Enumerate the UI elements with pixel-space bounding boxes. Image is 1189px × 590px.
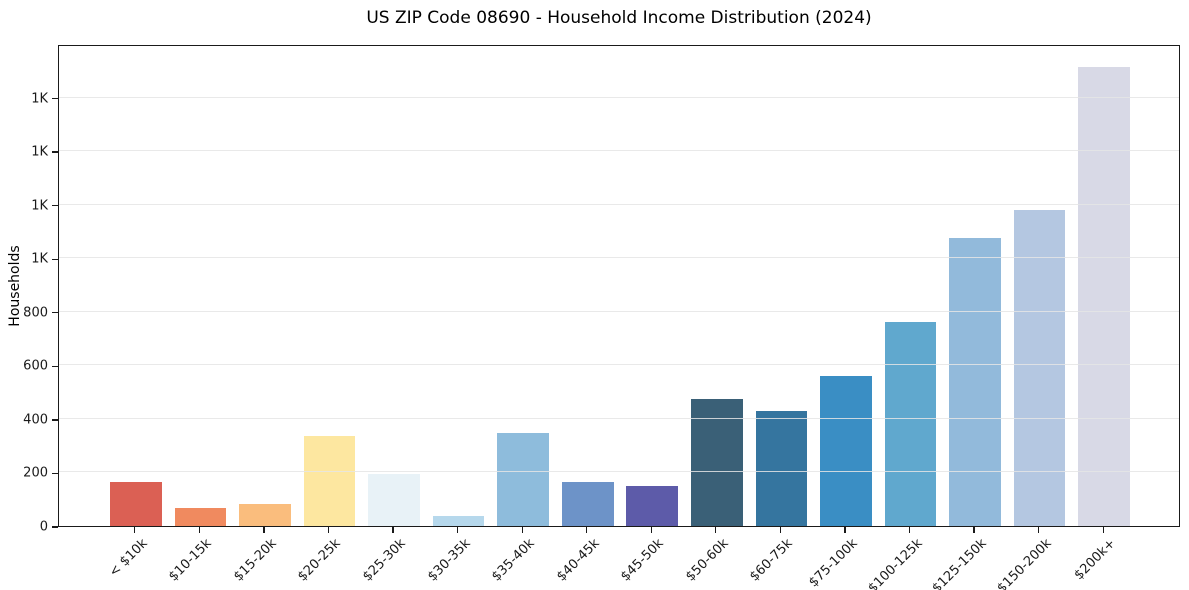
y-tick-mark <box>52 258 58 260</box>
x-tick-mark <box>650 527 652 533</box>
x-tick-mark <box>908 527 911 533</box>
gridline <box>59 310 1179 312</box>
x-tick-label: $125-150k <box>929 536 990 590</box>
y-tick-label: 200 <box>23 465 48 481</box>
y-tick-mark <box>52 205 58 207</box>
x-tick-label: $200k+ <box>1071 536 1119 584</box>
x-tick-mark <box>1102 527 1104 533</box>
y-tick-label: 1K <box>31 91 48 107</box>
y-tick-label: 1K <box>31 251 48 267</box>
bar-< $10k <box>110 481 162 526</box>
gridline <box>59 257 1179 259</box>
x-tick-label: $20-25k <box>295 536 345 585</box>
bar-$30-35k <box>432 515 485 526</box>
bar-$200k+ <box>1078 67 1130 526</box>
x-tick-label: $25-30k <box>360 536 409 585</box>
gridline <box>59 417 1179 419</box>
bar-$100-125k <box>884 322 937 526</box>
x-tick-label: $40-45k <box>553 536 603 585</box>
x-tick-mark <box>327 527 330 533</box>
x-tick-label: $10-15k <box>166 536 215 585</box>
x-tick-label: $35-40k <box>489 536 538 585</box>
x-tick-label: $100-125k <box>864 536 926 590</box>
x-tick-label: $75-100k <box>806 536 861 590</box>
x-tick-label: $45-50k <box>618 536 667 585</box>
x-tick-mark <box>779 527 782 533</box>
y-tick-mark <box>52 97 58 100</box>
x-tick-mark <box>844 527 846 533</box>
bar-$50-60k <box>691 399 743 526</box>
x-tick-mark <box>263 527 265 533</box>
y-tick-label: 400 <box>23 412 48 428</box>
x-tick-label: $30-35k <box>424 536 474 585</box>
bar-$10-15k <box>174 507 227 526</box>
x-tick-label: < $10k <box>106 536 151 581</box>
x-tick-label: $50-60k <box>682 536 732 585</box>
bar-$35-40k <box>497 432 549 526</box>
y-tick-label: 600 <box>23 358 48 374</box>
bar-$60-75k <box>755 411 808 526</box>
bar-$150-200k <box>1013 209 1066 526</box>
x-tick-mark <box>521 527 523 533</box>
x-tick-mark <box>198 527 201 533</box>
plot-area <box>58 45 1180 527</box>
bar-$15-20k <box>239 504 291 526</box>
gridline <box>59 150 1179 152</box>
y-tick-label: 1K <box>31 144 48 160</box>
y-tick-mark <box>52 419 58 421</box>
x-tick-label: $15-20k <box>231 536 280 585</box>
gridline <box>59 203 1179 205</box>
x-tick-mark <box>392 527 394 533</box>
bar-$40-45k <box>561 481 614 526</box>
y-tick-label: 0 <box>39 519 48 535</box>
x-tick-mark <box>1037 527 1040 533</box>
bar-$25-30k <box>368 473 420 526</box>
bar-$45-50k <box>626 486 679 526</box>
gridline <box>59 471 1179 473</box>
y-tick-mark <box>52 365 58 367</box>
x-tick-mark <box>456 527 459 533</box>
x-tick-mark <box>586 527 588 533</box>
x-tick-mark <box>973 527 975 533</box>
bar-$125-150k <box>949 238 1001 526</box>
y-tick-mark <box>52 472 58 475</box>
y-tick-label: 800 <box>23 305 48 321</box>
x-tick-mark <box>715 527 717 533</box>
bar-$75-100k <box>820 376 872 526</box>
chart-title: US ZIP Code 08690 - Household Income Dis… <box>366 8 872 28</box>
gridline <box>59 96 1179 98</box>
bar-$20-25k <box>303 436 356 526</box>
y-tick-mark <box>52 151 58 153</box>
y-tick-mark <box>52 526 58 528</box>
x-tick-label: $150-200k <box>994 536 1055 590</box>
y-tick-mark <box>52 312 58 314</box>
y-tick-label: 1K <box>31 198 48 214</box>
x-tick-mark <box>134 527 136 533</box>
gridline <box>59 364 1179 366</box>
x-tick-label: $60-75k <box>747 536 796 585</box>
